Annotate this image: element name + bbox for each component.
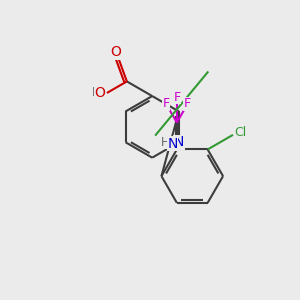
Text: O: O — [110, 45, 121, 59]
Text: F: F — [173, 91, 180, 103]
Text: H: H — [160, 136, 169, 149]
Text: Cl: Cl — [235, 126, 247, 139]
Text: F: F — [184, 97, 191, 110]
Text: H: H — [92, 86, 101, 100]
Text: N: N — [167, 137, 178, 151]
Text: F: F — [163, 97, 170, 110]
Text: N: N — [174, 135, 184, 149]
Text: O: O — [94, 86, 105, 100]
